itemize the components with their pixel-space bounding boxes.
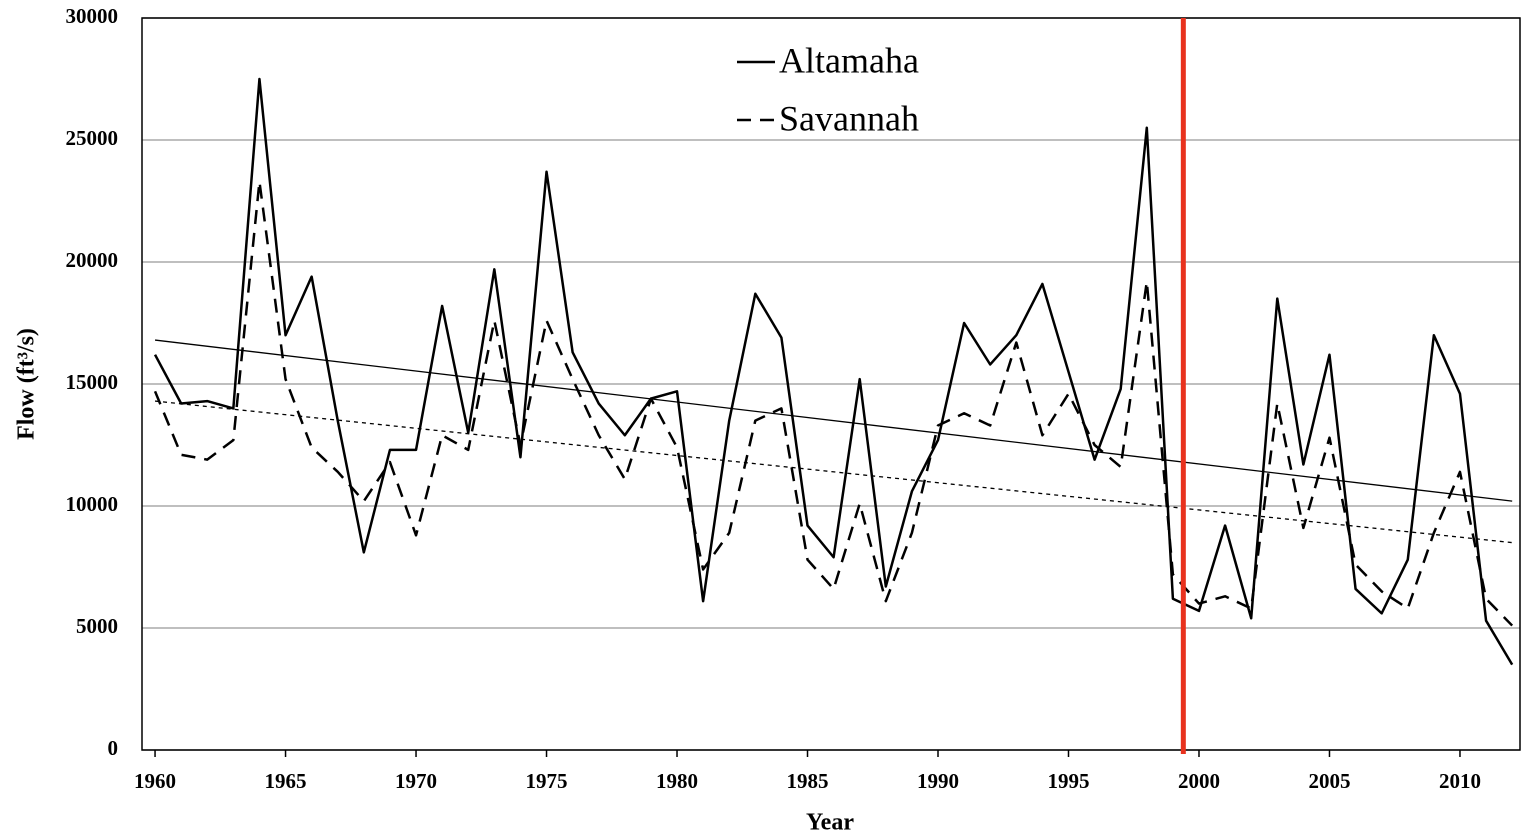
y-tick-label: 25000 [66, 126, 119, 150]
x-tick-label: 1985 [787, 769, 829, 793]
series-line [153, 180, 1514, 627]
x-tick-label: 1970 [395, 769, 437, 793]
plot-frame [141, 17, 1521, 751]
x-tick-label: 2005 [1308, 769, 1350, 793]
y-tick-label: 30000 [66, 4, 119, 28]
legend-label: Altamaha [779, 40, 919, 80]
x-tick-label: 1980 [656, 769, 698, 793]
legend-label: Savannah [779, 98, 919, 138]
y-tick-label: 10000 [66, 492, 119, 516]
x-tick-label: 1975 [526, 769, 568, 793]
series-line [153, 77, 1514, 666]
y-tick-label: 20000 [66, 248, 119, 272]
x-tick-label: 1965 [265, 769, 307, 793]
trend-line [154, 339, 1513, 502]
y-tick-label: 5000 [76, 614, 118, 638]
x-tick-label: 2010 [1439, 769, 1481, 793]
y-tick-label: 15000 [66, 370, 119, 394]
x-axis-title: Year [806, 810, 854, 835]
x-tick-label: 1995 [1047, 769, 1089, 793]
y-tick-label: 0 [108, 736, 119, 760]
x-tick-label: 1990 [917, 769, 959, 793]
trend-line [154, 400, 1513, 544]
x-tick-label: 2000 [1178, 769, 1220, 793]
y-axis-title: Flow (ft³/s) [14, 328, 40, 440]
x-tick-label: 1960 [134, 769, 176, 793]
